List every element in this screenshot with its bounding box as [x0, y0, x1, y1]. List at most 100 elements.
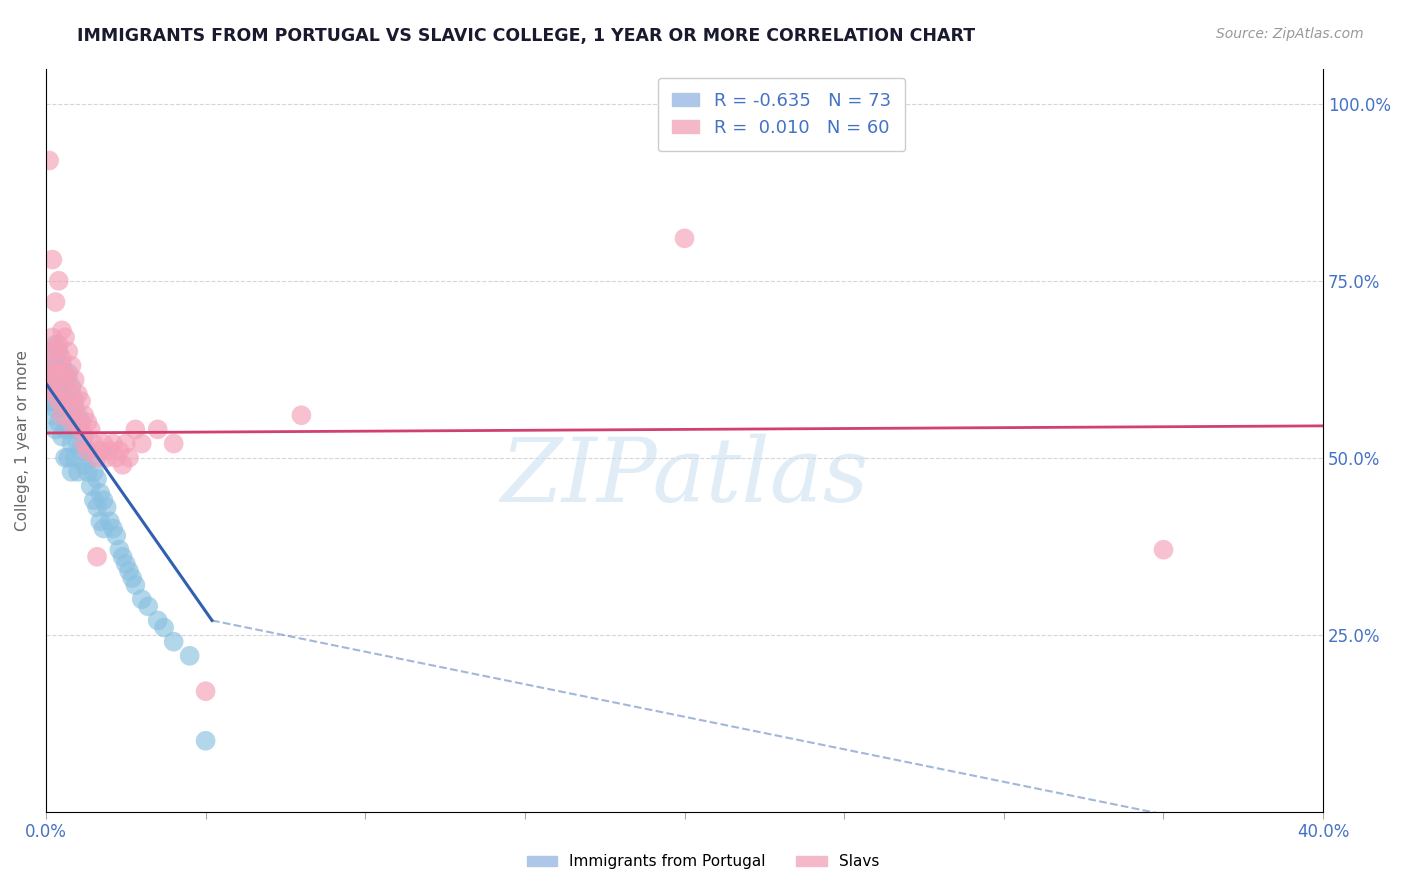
Point [53, 450, 76, 465]
Point [118, 450, 141, 465]
Point [38, 344, 60, 359]
Point [48, 344, 70, 359]
Point [86, 500, 108, 515]
Point [105, 528, 128, 542]
Point [136, 599, 159, 614]
Point [1153, 542, 1175, 557]
Point [108, 443, 131, 458]
Point [66, 465, 89, 479]
Point [76, 465, 98, 479]
Point [76, 443, 98, 458]
Point [89, 486, 111, 500]
Point [124, 422, 146, 436]
Text: Source: ZipAtlas.com: Source: ZipAtlas.com [1216, 27, 1364, 41]
Point [41, 373, 63, 387]
Point [163, 634, 186, 648]
Point [45, 380, 67, 394]
Point [194, 733, 217, 747]
Point [41, 351, 63, 366]
Point [53, 422, 76, 436]
Point [38, 366, 60, 380]
Point [51, 380, 73, 394]
Point [45, 422, 67, 436]
Point [38, 380, 60, 394]
Point [45, 295, 67, 310]
Point [93, 493, 115, 508]
Point [73, 458, 96, 472]
Point [179, 648, 201, 663]
Point [86, 549, 108, 564]
Point [58, 373, 80, 387]
Point [38, 153, 60, 168]
Point [96, 450, 118, 465]
Point [58, 394, 80, 409]
Legend: R = -0.635   N = 73, R =  0.010   N = 60: R = -0.635 N = 73, R = 0.010 N = 60 [658, 78, 905, 152]
Point [48, 415, 70, 429]
Point [58, 401, 80, 416]
Point [60, 465, 83, 479]
Point [60, 415, 83, 429]
Point [60, 409, 83, 423]
Point [83, 493, 105, 508]
Point [60, 387, 83, 401]
Point [51, 409, 73, 423]
Point [48, 366, 70, 380]
Point [83, 465, 105, 479]
Point [45, 344, 67, 359]
Text: ZIPatlas: ZIPatlas [501, 434, 869, 521]
Point [63, 373, 86, 387]
Point [98, 443, 121, 458]
Point [290, 409, 312, 423]
Point [70, 415, 93, 429]
Point [51, 429, 73, 443]
Point [41, 380, 63, 394]
Point [41, 252, 63, 267]
Point [83, 436, 105, 450]
Point [66, 409, 89, 423]
Point [60, 436, 83, 450]
Point [45, 366, 67, 380]
Point [114, 436, 136, 450]
Point [79, 479, 101, 493]
Point [93, 521, 115, 535]
Point [60, 359, 83, 373]
Point [194, 684, 217, 698]
Point [63, 450, 86, 465]
Point [63, 401, 86, 416]
Point [51, 359, 73, 373]
Point [45, 359, 67, 373]
Point [53, 394, 76, 409]
Legend: Immigrants from Portugal, Slavs: Immigrants from Portugal, Slavs [520, 848, 886, 875]
Point [73, 436, 96, 450]
Point [48, 337, 70, 351]
Point [146, 422, 169, 436]
Point [76, 443, 98, 458]
Point [53, 330, 76, 344]
Point [63, 394, 86, 409]
Point [70, 394, 93, 409]
Point [79, 422, 101, 436]
Point [73, 429, 96, 443]
Point [146, 614, 169, 628]
Point [51, 401, 73, 416]
Point [86, 450, 108, 465]
Point [111, 458, 134, 472]
Point [53, 373, 76, 387]
Point [101, 521, 124, 535]
Point [60, 380, 83, 394]
Text: IMMIGRANTS FROM PORTUGAL VS SLAVIC COLLEGE, 1 YEAR OR MORE CORRELATION CHART: IMMIGRANTS FROM PORTUGAL VS SLAVIC COLLE… [77, 27, 976, 45]
Point [45, 401, 67, 416]
Point [163, 436, 186, 450]
Point [124, 578, 146, 592]
Point [105, 450, 128, 465]
Point [38, 394, 60, 409]
Point [53, 394, 76, 409]
Point [48, 274, 70, 288]
Point [89, 443, 111, 458]
Point [45, 387, 67, 401]
Point [38, 366, 60, 380]
Point [79, 450, 101, 465]
Point [66, 387, 89, 401]
Point [41, 394, 63, 409]
Point [121, 571, 143, 585]
